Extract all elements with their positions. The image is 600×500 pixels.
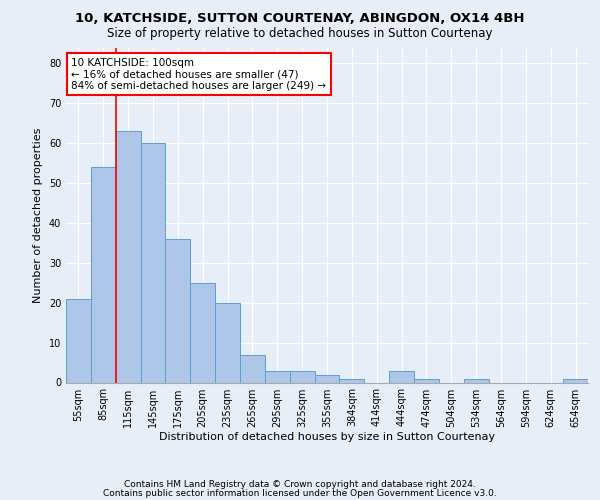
Bar xyxy=(240,354,265,382)
Bar xyxy=(265,370,290,382)
Bar xyxy=(389,370,414,382)
Bar xyxy=(290,370,314,382)
Bar xyxy=(66,298,91,382)
Text: Contains public sector information licensed under the Open Government Licence v3: Contains public sector information licen… xyxy=(103,488,497,498)
Text: 10, KATCHSIDE, SUTTON COURTENAY, ABINGDON, OX14 4BH: 10, KATCHSIDE, SUTTON COURTENAY, ABINGDO… xyxy=(75,12,525,26)
Bar xyxy=(464,378,488,382)
Bar xyxy=(563,378,588,382)
Bar xyxy=(414,378,439,382)
X-axis label: Distribution of detached houses by size in Sutton Courtenay: Distribution of detached houses by size … xyxy=(159,432,495,442)
Text: Size of property relative to detached houses in Sutton Courtenay: Size of property relative to detached ho… xyxy=(107,28,493,40)
Bar xyxy=(190,283,215,382)
Bar xyxy=(140,143,166,382)
Bar xyxy=(340,378,364,382)
Text: Contains HM Land Registry data © Crown copyright and database right 2024.: Contains HM Land Registry data © Crown c… xyxy=(124,480,476,489)
Bar xyxy=(314,374,340,382)
Bar xyxy=(166,239,190,382)
Y-axis label: Number of detached properties: Number of detached properties xyxy=(33,128,43,302)
Text: 10 KATCHSIDE: 100sqm
← 16% of detached houses are smaller (47)
84% of semi-detac: 10 KATCHSIDE: 100sqm ← 16% of detached h… xyxy=(71,58,326,91)
Bar xyxy=(116,131,140,382)
Bar xyxy=(215,302,240,382)
Bar xyxy=(91,167,116,382)
